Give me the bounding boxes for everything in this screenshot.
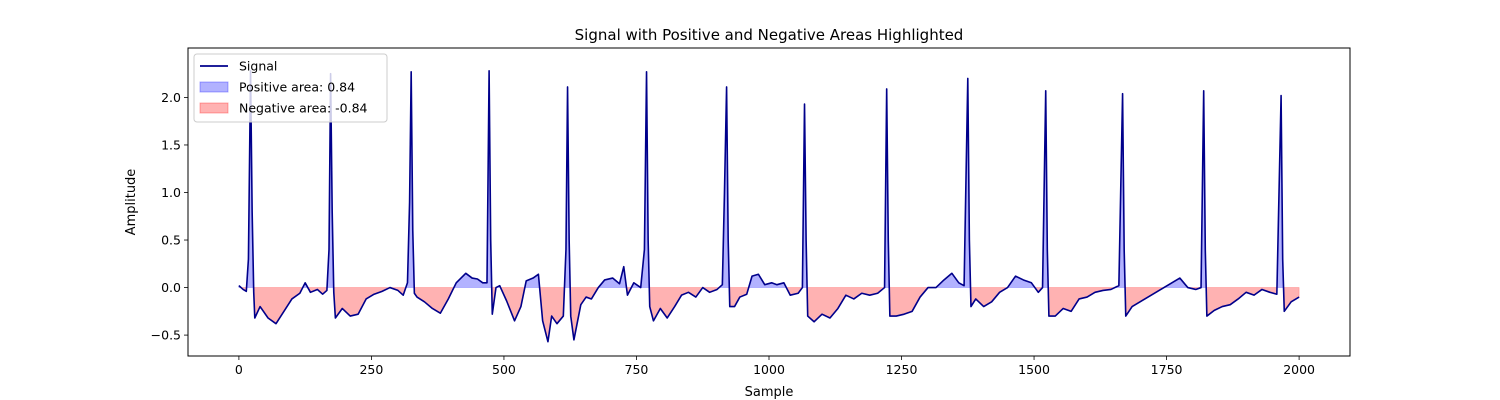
- x-tick-label: 1500: [1018, 362, 1050, 377]
- x-tick-label: 250: [359, 362, 383, 377]
- x-tick-label: 1000: [753, 362, 785, 377]
- legend-label: Negative area: -0.84: [239, 101, 368, 116]
- y-tick-label: 1.5: [161, 137, 181, 152]
- x-tick-label: 500: [492, 362, 516, 377]
- legend: Signal Positive area: 0.84 Negative area: …: [193, 53, 388, 123]
- x-axis-label: Sample: [745, 385, 794, 400]
- x-axis: 0 250 500 750 1000 1250 1500 1750 2000: [235, 356, 1315, 377]
- negative-area-39: [1047, 287, 1116, 317]
- x-tick-label: 2000: [1283, 362, 1315, 377]
- legend-box: [193, 53, 388, 123]
- negative-area-3: [253, 287, 304, 325]
- x-tick-label: 750: [625, 362, 649, 377]
- legend-negative-swatch: [199, 102, 229, 114]
- plot-area: [238, 70, 1300, 343]
- x-tick-label: 0: [235, 362, 243, 377]
- y-axis-label: Amplitude: [124, 169, 139, 236]
- signal-line: [238, 70, 1300, 343]
- y-axis: −0.5 0.0 0.5 1.0 1.5 2.0: [151, 90, 188, 343]
- chart-title: Signal with Positive and Negative Areas …: [575, 26, 964, 44]
- y-tick-label: 2.0: [161, 90, 181, 105]
- y-tick-label: 0.5: [161, 233, 181, 248]
- y-tick-label: −0.5: [151, 328, 181, 343]
- x-tick-label: 1750: [1151, 362, 1183, 377]
- positive-area-12: [453, 70, 493, 288]
- legend-label: Signal: [239, 59, 277, 74]
- y-tick-label: 1.0: [161, 185, 181, 200]
- negative-area-17: [539, 287, 565, 342]
- x-tick-label: 1250: [886, 362, 918, 377]
- legend-positive-swatch: [199, 81, 229, 93]
- legend-label: Positive area: 0.84: [239, 80, 355, 95]
- y-tick-label: 0.0: [161, 280, 181, 295]
